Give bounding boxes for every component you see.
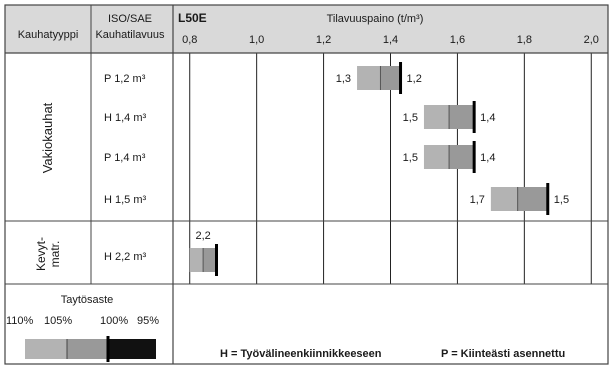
tick-label-0: 0,8 <box>182 34 197 46</box>
legend-bar-mid <box>67 339 108 359</box>
bar-light-0 <box>357 66 381 90</box>
legend-bar-light <box>25 339 67 359</box>
bar-light-2 <box>423 145 450 169</box>
header-col2-line1: ISO/SAE <box>108 13 152 25</box>
bar-mid-4 <box>203 248 217 272</box>
axis-tick-labels: 0,8 1,0 1,2 1,4 1,6 1,8 2,0 <box>182 34 599 46</box>
header-axis-title: Tilavuuspaino (t/m³) <box>327 13 424 25</box>
row-label-2: P 1,4 m³ <box>104 152 146 164</box>
tick-label-5: 1,8 <box>517 34 532 46</box>
tick-label-1: 1,0 <box>249 34 264 46</box>
header-background <box>5 5 608 53</box>
row-label-4: H 2,2 m³ <box>104 251 147 263</box>
outer-border <box>4 4 609 365</box>
bar-mid-2 <box>449 145 475 169</box>
header-model: L50E <box>178 11 207 25</box>
range-bars: 1,3 1,2 1,5 1,4 1,5 1,4 1,7 1,5 2,2 <box>189 62 569 276</box>
bar-light-4 <box>189 248 204 272</box>
legend-title: Taytösaste <box>61 294 114 306</box>
bar-right-label-1: 1,4 <box>480 112 495 124</box>
bar-left-label-1: 1,5 <box>403 112 418 124</box>
footer-p-note: P = Kiinteästi asennettu <box>441 348 565 360</box>
group-label-vakiokauhat: Vakiokauhat <box>40 102 55 173</box>
header-col1-label: Kauhatyyppi <box>18 29 79 41</box>
group-label-kevyt-line1: Kevyt- <box>34 237 48 271</box>
legend-level-100: 100% <box>100 315 128 327</box>
tick-label-3: 1,4 <box>383 34 398 46</box>
bar-light-1 <box>423 105 450 129</box>
footer-h-note: H = Työvälineenkiinnikkeeseen <box>220 348 382 360</box>
row-label-3: H 1,5 m³ <box>104 194 147 206</box>
bar-left-label-2: 1,5 <box>403 152 418 164</box>
legend-bar-dark <box>108 339 156 359</box>
header-col2-line2: Kauhatilavuus <box>95 29 165 41</box>
tick-label-2: 1,2 <box>316 34 331 46</box>
legend-level-105: 105% <box>44 315 72 327</box>
bar-right-label-2: 1,4 <box>480 152 495 164</box>
grid-lines <box>189 53 592 284</box>
bar-left-label-0: 1,3 <box>336 73 351 85</box>
tick-label-4: 1,6 <box>450 34 465 46</box>
legend-level-95: 95% <box>137 315 159 327</box>
row-label-0: P 1,2 m³ <box>104 73 146 85</box>
bar-top-label-4: 2,2 <box>195 230 210 242</box>
bar-light-3 <box>490 187 518 211</box>
bar-left-label-3: 1,7 <box>470 194 485 206</box>
bar-mid-3 <box>517 187 548 211</box>
bar-mid-0 <box>380 66 401 90</box>
bar-right-label-3: 1,5 <box>554 194 569 206</box>
tick-label-6: 2,0 <box>584 34 599 46</box>
row-label-1: H 1,4 m³ <box>104 112 147 124</box>
legend-level-110: 110% <box>6 315 34 327</box>
bar-right-label-0: 1,2 <box>407 73 422 85</box>
group-label-kevyt-line2: matr. <box>48 241 62 268</box>
bar-mid-1 <box>449 105 475 129</box>
